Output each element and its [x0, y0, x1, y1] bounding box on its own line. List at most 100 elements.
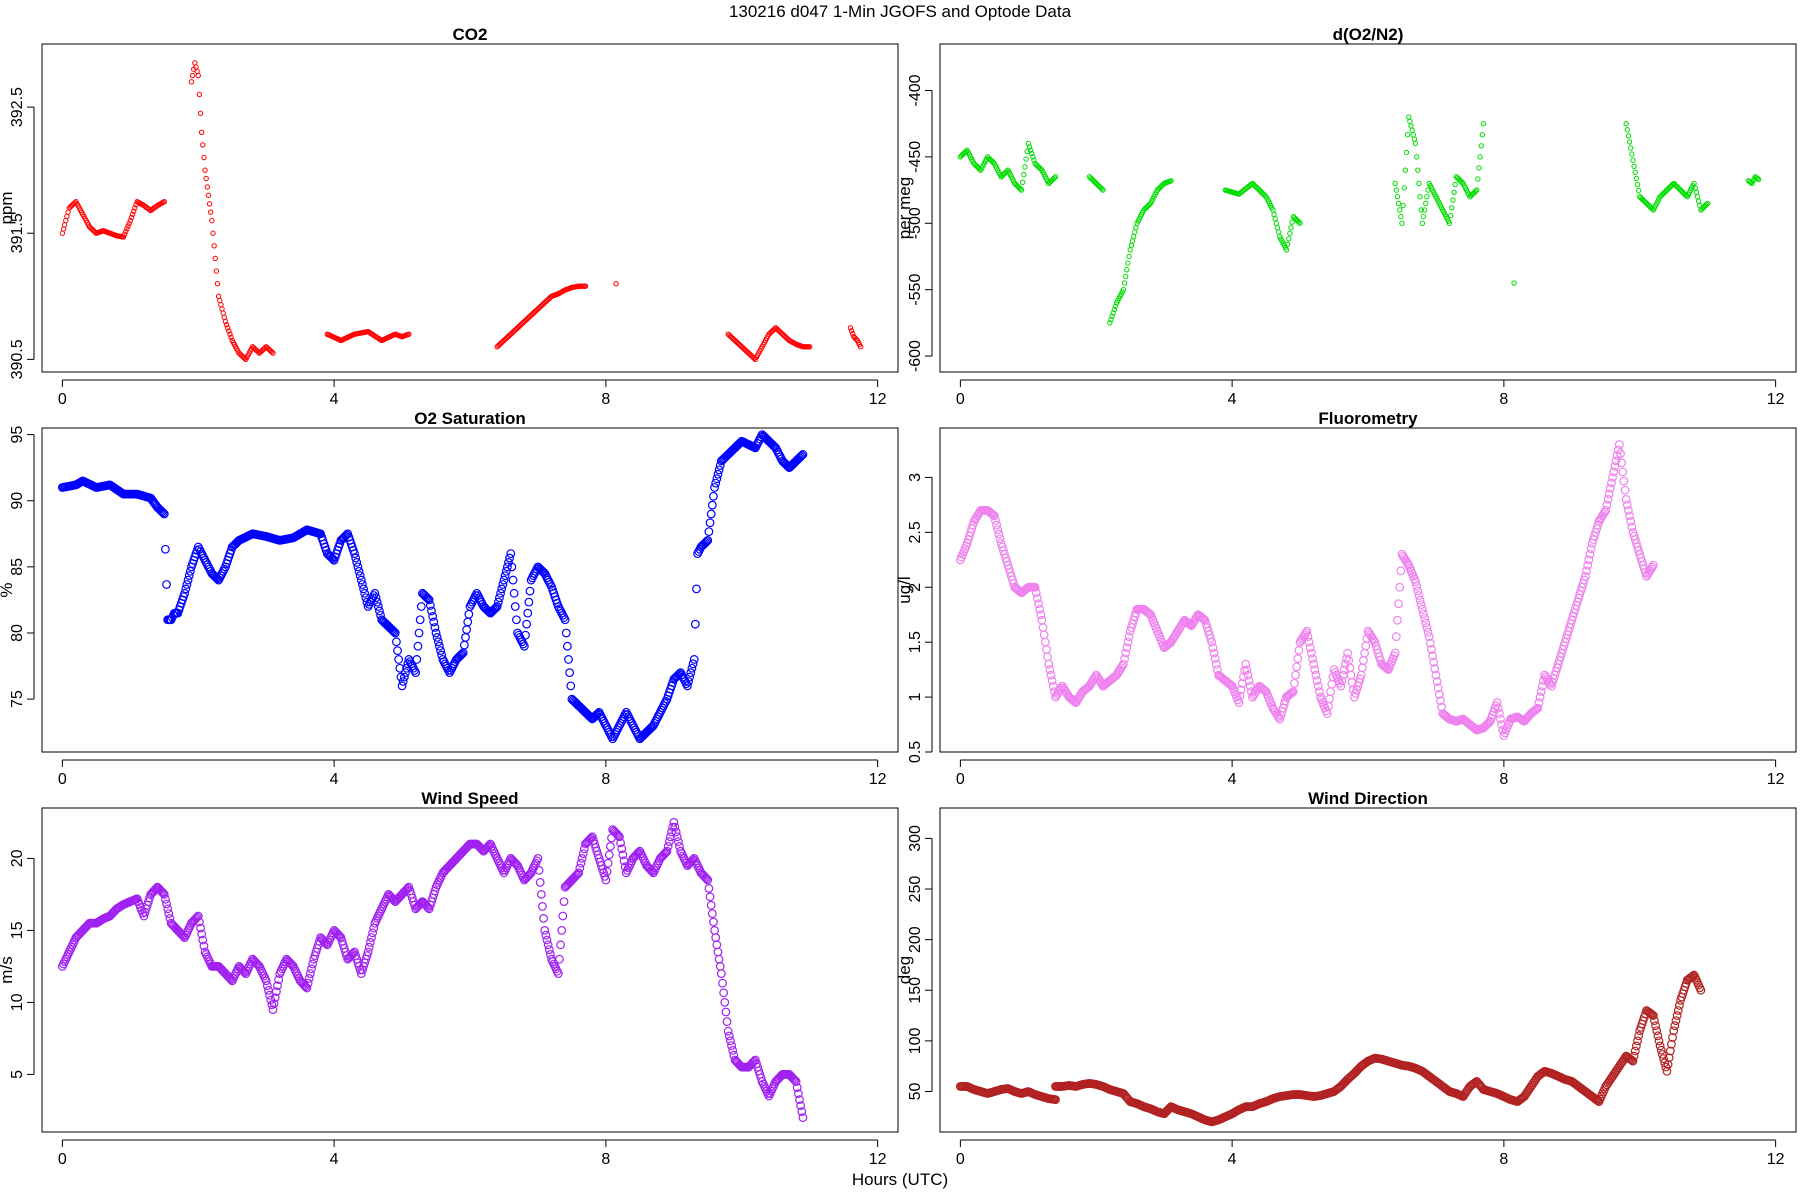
y-tick-label: 300 [907, 825, 924, 852]
data-point [361, 593, 371, 603]
data-point [713, 947, 723, 957]
data-point [525, 586, 535, 596]
data-point [1274, 224, 1281, 231]
data-point [574, 868, 584, 878]
data-point [1755, 176, 1762, 183]
data-point [416, 602, 426, 611]
data-point [180, 588, 190, 598]
data-point [684, 677, 693, 686]
data-point [158, 888, 168, 898]
data-point [726, 1036, 735, 1046]
data-point [703, 875, 713, 885]
data-point [540, 926, 550, 935]
data-point [498, 580, 508, 589]
data-point [689, 655, 699, 664]
y-axis-label: per meg [895, 177, 914, 239]
data-point [1694, 194, 1701, 200]
data-point [363, 947, 373, 957]
data-point [1476, 165, 1482, 171]
data-point [1624, 505, 1633, 515]
data-point [1286, 236, 1292, 242]
data-point [500, 571, 510, 581]
y-tick-label: -500 [907, 207, 924, 239]
data-point [673, 837, 683, 846]
data-point [1284, 241, 1291, 247]
data-point [1292, 662, 1302, 672]
data-point [1314, 687, 1324, 696]
data-point [989, 511, 999, 521]
data-point [389, 627, 399, 637]
data-point [1623, 120, 1629, 127]
data-point [1446, 220, 1453, 226]
data-point [1609, 467, 1619, 477]
data-point [210, 230, 216, 236]
data-point [1451, 189, 1457, 195]
data-point [1511, 280, 1517, 286]
data-point [214, 280, 221, 287]
data-point [796, 452, 806, 462]
data-point [615, 832, 624, 842]
data-point [359, 584, 368, 594]
data-point [1045, 665, 1055, 675]
data-point [463, 617, 473, 627]
data-points [955, 970, 1706, 1127]
data-point [1585, 549, 1595, 559]
data-point [1610, 462, 1620, 471]
data-point [1624, 127, 1630, 133]
data-point [710, 483, 719, 492]
data-point [226, 328, 232, 334]
data-point [1206, 634, 1216, 643]
data-point [223, 321, 230, 328]
data-point [1302, 626, 1312, 636]
data-point [261, 976, 271, 986]
data-point [1410, 132, 1416, 138]
data-point [1659, 1054, 1668, 1063]
data-point [564, 655, 573, 664]
data-point [1607, 478, 1616, 488]
data-point [1398, 213, 1404, 220]
data-point [1533, 703, 1543, 713]
panel-title: Wind Speed [421, 789, 518, 808]
data-point [1392, 180, 1398, 187]
data-point [1635, 187, 1642, 194]
data-point [536, 890, 546, 899]
data-point [1422, 623, 1432, 632]
data-point [1473, 187, 1480, 193]
data-point [1421, 618, 1431, 628]
data-point [1361, 641, 1371, 651]
data-point [161, 544, 170, 554]
plot-frame [939, 807, 1797, 1133]
data-point [1015, 587, 1025, 597]
data-point [702, 537, 712, 546]
data-point [1583, 560, 1593, 570]
data-points [57, 430, 808, 744]
data-point [1657, 1049, 1667, 1059]
data-point [496, 588, 505, 598]
co2-panel: CO2 ppm 0 4 8 12 390.5 391.5 392.5 [0, 25, 899, 408]
data-point [1313, 681, 1323, 691]
data-point [1586, 544, 1596, 554]
data-point [1423, 627, 1433, 637]
data-point [682, 681, 692, 691]
data-point [432, 632, 442, 642]
data-point [415, 615, 425, 625]
data-point [1654, 1036, 1664, 1046]
data-point [1039, 630, 1049, 640]
data-point [1326, 687, 1336, 696]
data-point [1420, 213, 1427, 220]
data-point [1357, 663, 1367, 673]
data-point [1661, 0, 1669, 4]
data-point [459, 640, 469, 650]
data-point [1627, 145, 1634, 151]
data-point [365, 938, 375, 947]
data-point [1434, 689, 1444, 699]
y-tick-label: 250 [907, 876, 924, 903]
data-point [195, 72, 201, 79]
data-point [512, 615, 521, 625]
x-tick-label: 8 [1499, 391, 1508, 408]
data-point [1412, 140, 1419, 147]
data-point [1404, 132, 1411, 138]
data-point [1403, 149, 1410, 156]
data-point [1478, 143, 1484, 149]
y-tick-label: 1 [907, 693, 924, 702]
